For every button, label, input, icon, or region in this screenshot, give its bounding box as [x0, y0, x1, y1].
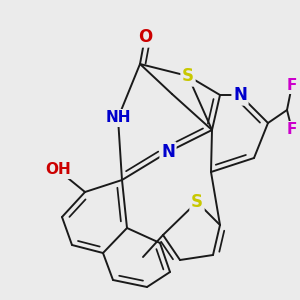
Text: F: F [287, 77, 297, 92]
Text: N: N [161, 143, 175, 161]
Text: S: S [191, 193, 203, 211]
Text: OH: OH [45, 163, 71, 178]
Text: S: S [182, 67, 194, 85]
Text: O: O [138, 28, 152, 46]
Text: NH: NH [105, 110, 131, 125]
Text: F: F [287, 122, 297, 137]
Text: N: N [233, 86, 247, 104]
